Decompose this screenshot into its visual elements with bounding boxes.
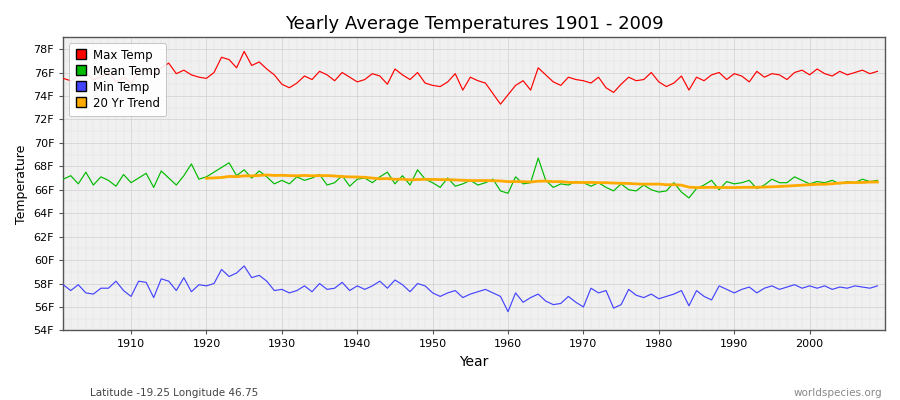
Text: worldspecies.org: worldspecies.org <box>794 388 882 398</box>
Text: Latitude -19.25 Longitude 46.75: Latitude -19.25 Longitude 46.75 <box>90 388 258 398</box>
Y-axis label: Temperature: Temperature <box>15 144 28 224</box>
Legend: Max Temp, Mean Temp, Min Temp, 20 Yr Trend: Max Temp, Mean Temp, Min Temp, 20 Yr Tre… <box>69 43 166 116</box>
Title: Yearly Average Temperatures 1901 - 2009: Yearly Average Temperatures 1901 - 2009 <box>284 15 663 33</box>
X-axis label: Year: Year <box>459 355 489 369</box>
